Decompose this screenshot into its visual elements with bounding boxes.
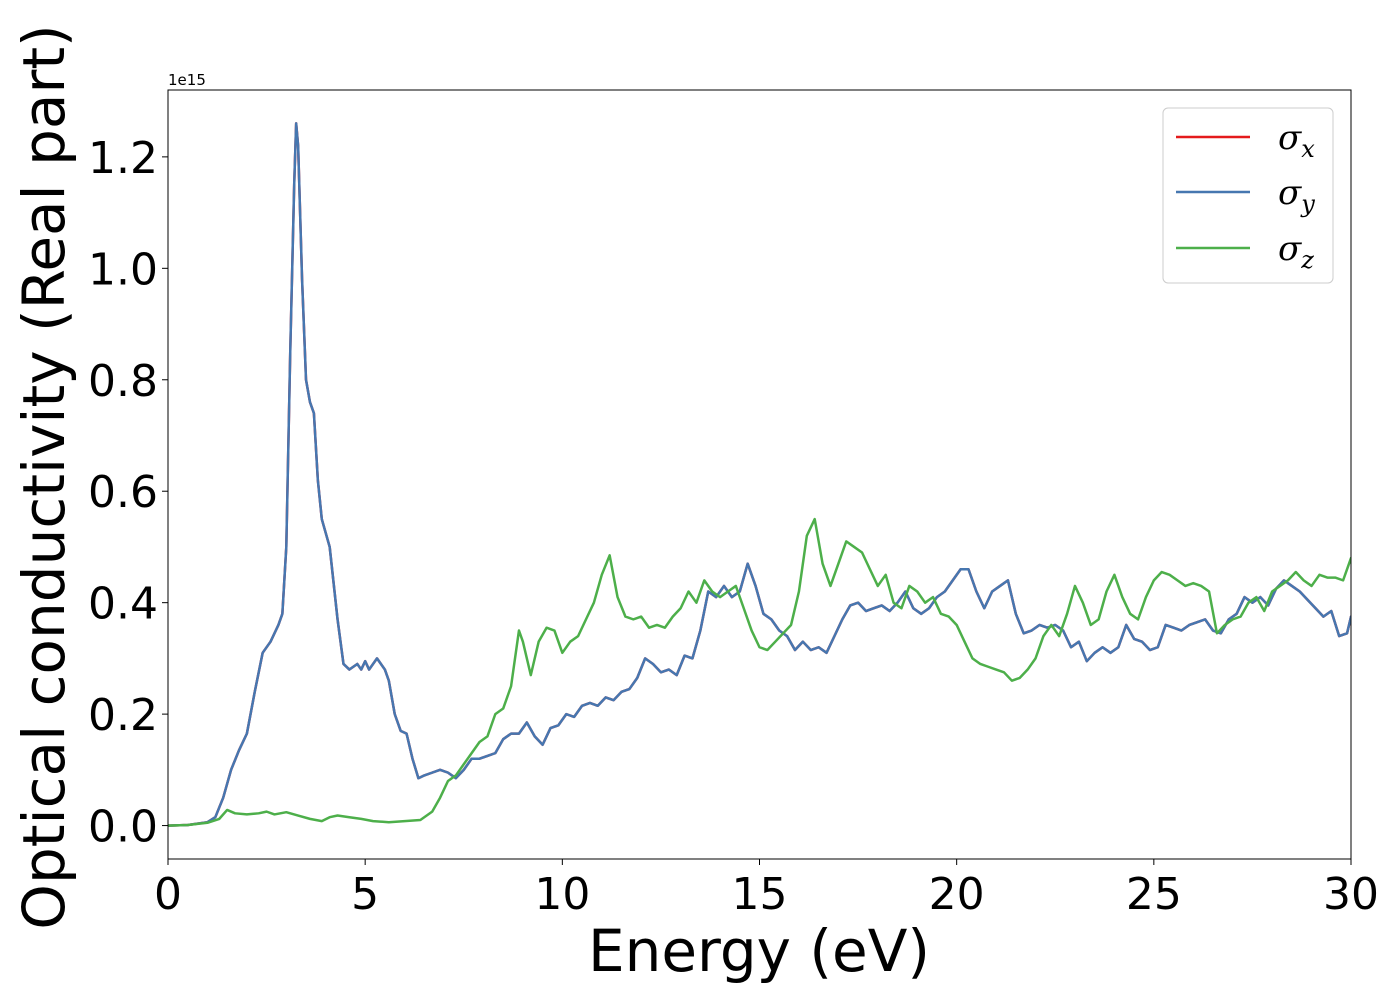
- x-tick-label: 15: [732, 869, 788, 920]
- y-tick-label: 0.4: [88, 579, 158, 630]
- y-axis-ticks: 0.0 0.2 0.4 0.6 0.8 1.0 1.2: [88, 133, 168, 853]
- x-tick-label: 5: [351, 869, 379, 920]
- legend-box: [1162, 107, 1334, 284]
- x-tick-label: 20: [929, 869, 985, 920]
- x-tick-label: 25: [1126, 869, 1182, 920]
- y-tick-label: 0.2: [88, 690, 158, 741]
- x-tick-label: 30: [1323, 869, 1379, 920]
- x-tick-label: 10: [534, 869, 590, 920]
- plot-background: [168, 90, 1351, 859]
- series-line-y: [168, 122, 1351, 827]
- x-tick-label: 0: [154, 869, 182, 920]
- y-offset-label: 1e15: [168, 71, 206, 89]
- y-tick-label: 0.6: [88, 467, 158, 518]
- x-axis-ticks: 0 5 10 15 20 25 30: [154, 859, 1379, 920]
- series-layer: [168, 122, 1351, 827]
- y-tick-label: 1.0: [88, 244, 158, 295]
- y-tick-label: 0.8: [88, 356, 158, 407]
- x-axis-label: Energy (eV): [588, 917, 930, 985]
- series-line-z: [168, 517, 1351, 827]
- y-tick-label: 0.0: [88, 802, 158, 853]
- y-axis-label: Optical conductivity (Real part): [10, 24, 78, 929]
- y-tick-label: 1.2: [88, 133, 158, 184]
